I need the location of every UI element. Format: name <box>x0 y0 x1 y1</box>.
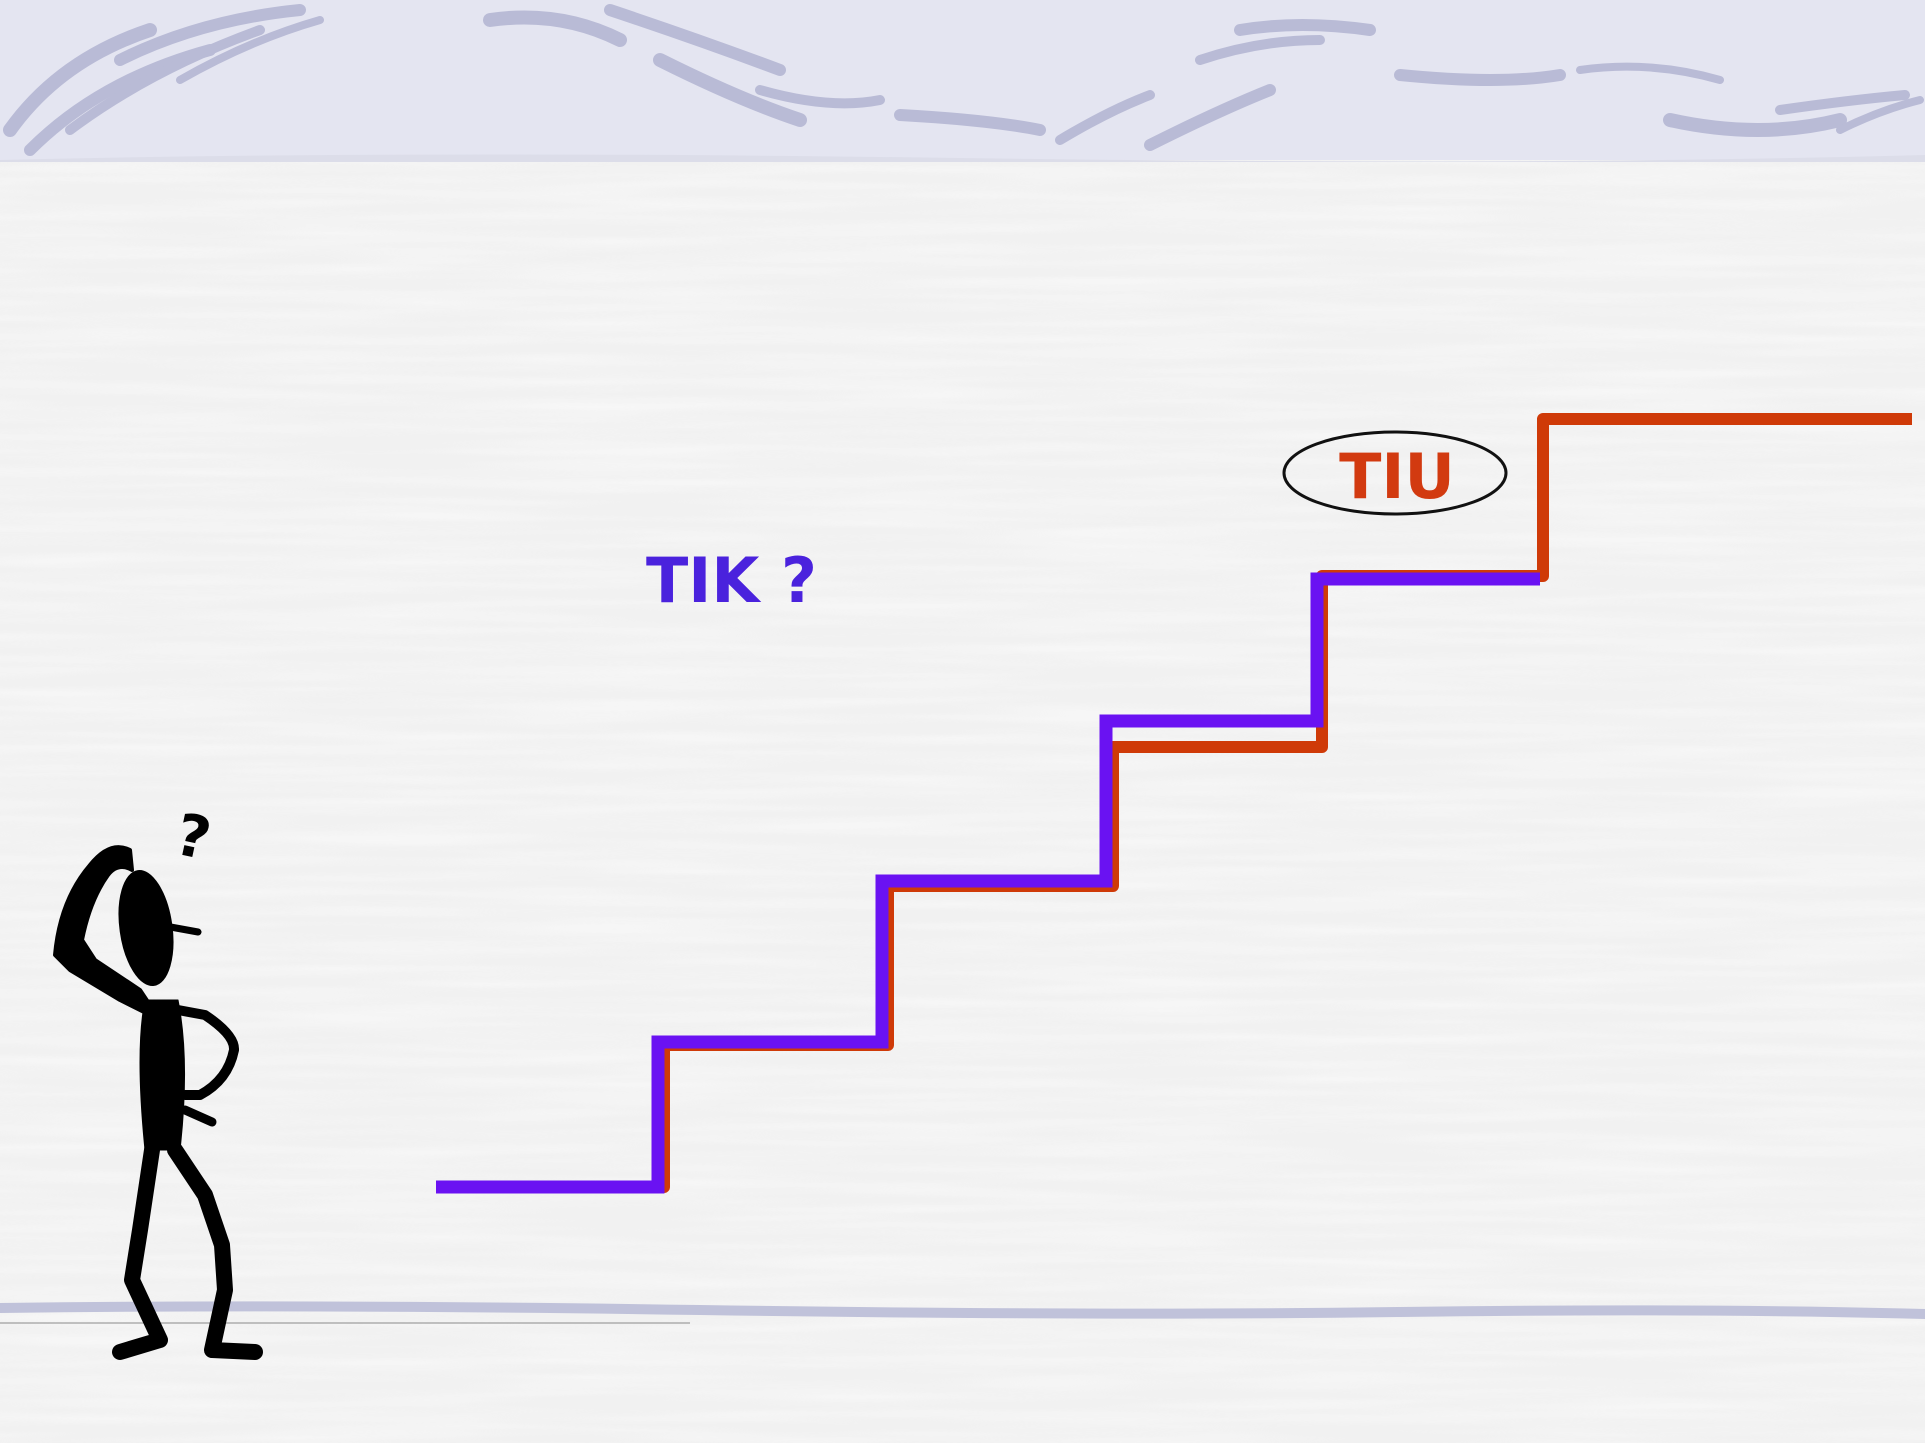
tiu-label: TIU <box>1339 440 1455 513</box>
tik-label: TIK ? <box>646 544 817 617</box>
top-banner <box>0 0 1925 162</box>
